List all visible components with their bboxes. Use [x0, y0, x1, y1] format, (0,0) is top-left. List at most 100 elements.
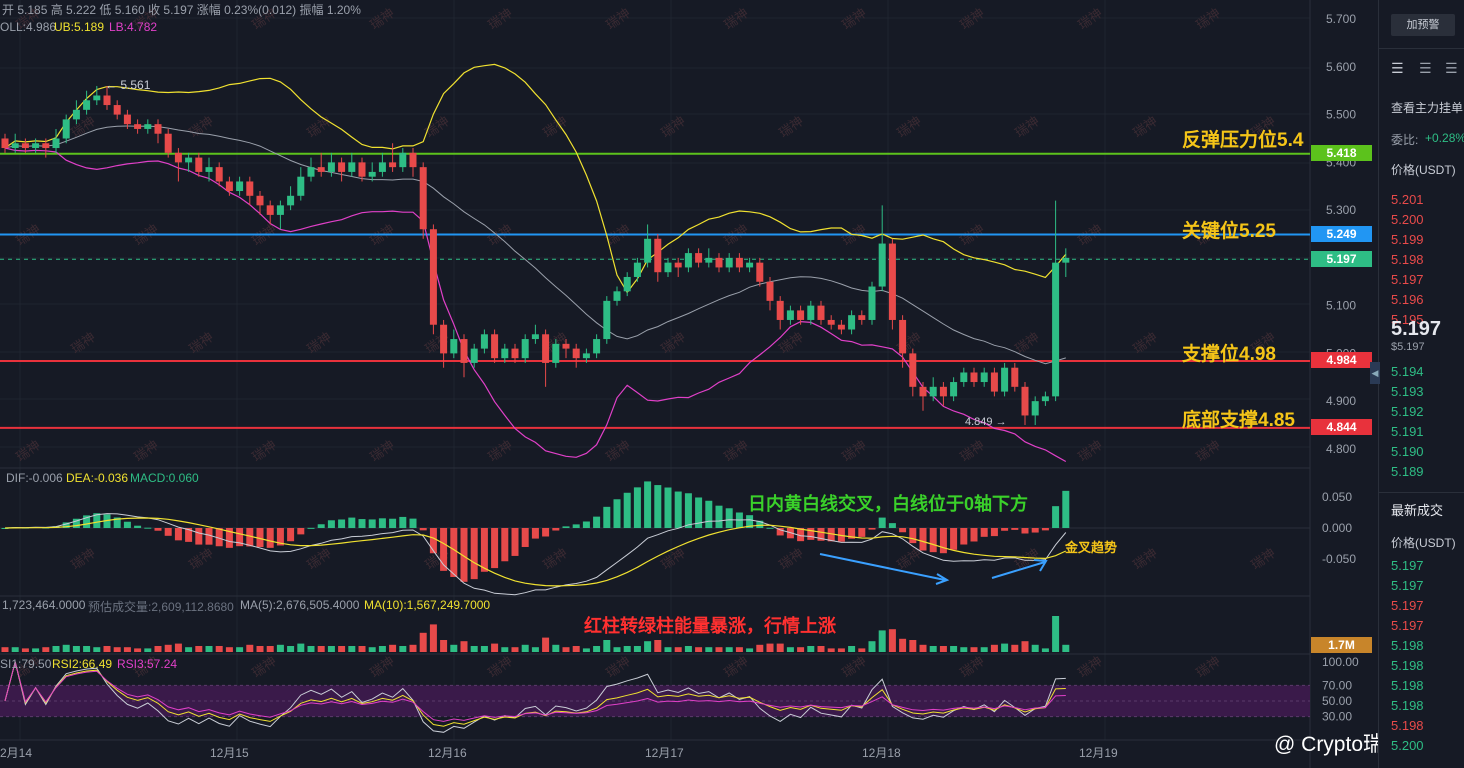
trade-row[interactable]: 5.198 [1391, 698, 1424, 713]
trade-row[interactable]: 5.197 [1391, 598, 1424, 613]
volume-bar [511, 647, 519, 652]
macd-bar [93, 513, 101, 528]
dea-readout: DEA:-0.036 [66, 471, 129, 485]
bottom-support-annotation: 底部支撑4.85 [1182, 410, 1295, 431]
volume-bar [21, 648, 29, 652]
macd-bar [276, 528, 284, 546]
candle-body [613, 291, 621, 301]
volume-bar [185, 647, 193, 652]
candle-body [766, 281, 774, 301]
macd-bar [460, 528, 468, 582]
candle-body [603, 300, 611, 340]
rsi2-line [4, 661, 1066, 727]
volume-bar [1041, 648, 1049, 652]
ask-price-row[interactable]: 5.196 [1391, 292, 1424, 307]
macd-bar [899, 528, 907, 533]
candle-body [287, 195, 295, 206]
volume-bar [11, 647, 19, 652]
volume-readout: 1,723,464.0000 [2, 598, 86, 612]
ask-price-row[interactable]: 5.201 [1391, 192, 1424, 207]
trade-row[interactable]: 5.200 [1391, 738, 1424, 753]
candle-body [491, 334, 499, 359]
candle-body [990, 372, 998, 392]
watermark-mark: 瑞神 [1076, 654, 1106, 681]
ask-price-row[interactable]: 5.197 [1391, 272, 1424, 287]
trade-row[interactable]: 5.198 [1391, 678, 1424, 693]
bid-price-row[interactable]: 5.190 [1391, 444, 1424, 459]
orderbook-asks-icon[interactable]: ☰ [1445, 60, 1458, 76]
trade-row[interactable]: 5.198 [1391, 638, 1424, 653]
volume-bar [521, 644, 529, 652]
candle-body [695, 253, 703, 263]
volume-bar [909, 640, 917, 652]
add-alert-button[interactable]: 加预警 [1391, 14, 1455, 36]
volume-bar [144, 648, 152, 652]
ask-price-row[interactable]: 5.199 [1391, 232, 1424, 247]
macd-bar [603, 506, 611, 528]
macd-bar [521, 528, 529, 547]
candle-body [562, 343, 570, 349]
candle-body [827, 319, 835, 325]
collapse-arrow-icon[interactable]: ◀ [1370, 362, 1380, 384]
watermark-mark: 瑞神 [840, 438, 870, 465]
trade-row[interactable]: 5.198 [1391, 658, 1424, 673]
macd-bar [256, 528, 264, 548]
candle-body [225, 181, 233, 192]
volume-bar [113, 647, 121, 652]
order-book-sidebar: 加预警 ☰ ☰ ☰ 查看主力挂单 委比: +0.28% 价格(USDT) 5.2… [1378, 0, 1464, 768]
macd-bar [766, 527, 774, 529]
candle-body [307, 167, 315, 177]
bid-price-row[interactable]: 5.191 [1391, 424, 1424, 439]
resistance-annotation: 反弹压力位5.4 [1182, 130, 1304, 151]
view-orders-link[interactable]: 查看主力挂单 [1391, 101, 1464, 115]
bid-price-row[interactable]: 5.194 [1391, 364, 1424, 379]
trades-title[interactable]: 最新成交 [1391, 503, 1444, 518]
ask-price-row[interactable]: 5.198 [1391, 252, 1424, 267]
macd-bar [960, 528, 968, 545]
candle-body [705, 257, 713, 263]
trade-row[interactable]: 5.198 [1391, 718, 1424, 733]
volume-bar [52, 646, 60, 652]
watermark-mark: 瑞神 [958, 6, 988, 33]
ask-price-row[interactable]: 5.200 [1391, 212, 1424, 227]
trade-row[interactable]: 5.197 [1391, 558, 1424, 573]
volume-bar [797, 647, 805, 652]
macd-bar [674, 491, 682, 528]
watermark-mark: 瑞神 [1076, 222, 1106, 249]
candle-body [725, 257, 733, 268]
orderbook-both-icon[interactable]: ☰ [1391, 60, 1404, 76]
macd-bar [756, 520, 764, 528]
macd-bar [185, 528, 193, 542]
watermark-mark: 瑞神 [958, 438, 988, 465]
candle-body [684, 253, 692, 268]
bid-price-row[interactable]: 5.192 [1391, 404, 1424, 419]
ask-price-row[interactable]: 5.195 [1391, 312, 1424, 327]
macd-bar [695, 497, 703, 528]
macd-bar [246, 528, 254, 547]
trade-row[interactable]: 5.197 [1391, 618, 1424, 633]
macd-bar [195, 528, 203, 545]
volume-bar [756, 644, 764, 652]
bid-price-row[interactable]: 5.193 [1391, 384, 1424, 399]
bid-price-row[interactable]: 5.189 [1391, 464, 1424, 479]
volume-bar [888, 629, 896, 652]
volume-bar [623, 646, 631, 652]
rsi-tick-label: 50.00 [1322, 694, 1352, 708]
watermark-mark: 瑞神 [368, 654, 398, 681]
candle-body [338, 162, 346, 172]
watermark-mark: 瑞神 [132, 222, 162, 249]
candle-body [450, 339, 458, 354]
macd-bar [725, 508, 733, 528]
volume-bar [654, 640, 662, 652]
trade-row[interactable]: 5.197 [1391, 578, 1424, 593]
macd-bar [144, 527, 152, 529]
brand-watermark: @ Crypto瑞神 [1274, 733, 1406, 756]
macd-bar [1021, 528, 1029, 534]
watermark-mark: 瑞神 [840, 6, 870, 33]
orderbook-bids-icon[interactable]: ☰ [1419, 60, 1432, 76]
level-badge-key: 5.249 [1311, 226, 1372, 242]
candle-body [674, 262, 682, 268]
watermark-mark: 瑞神 [187, 546, 217, 573]
